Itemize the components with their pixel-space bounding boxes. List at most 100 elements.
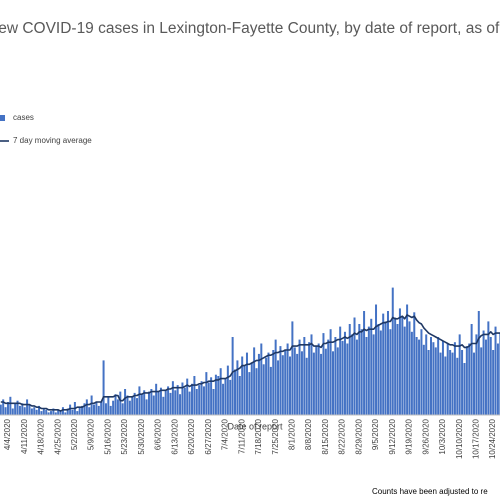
bar bbox=[85, 399, 88, 415]
bar bbox=[6, 402, 9, 415]
bar bbox=[298, 339, 301, 415]
bar bbox=[95, 402, 98, 415]
bar bbox=[241, 356, 244, 415]
bar bbox=[195, 389, 198, 415]
bar bbox=[463, 363, 466, 415]
bar bbox=[386, 311, 389, 415]
bar bbox=[365, 337, 368, 415]
bar bbox=[207, 382, 210, 415]
bar bbox=[379, 330, 382, 415]
bar bbox=[425, 334, 428, 415]
bar bbox=[418, 339, 421, 415]
bar bbox=[367, 326, 370, 415]
bar bbox=[57, 409, 60, 415]
x-tick-label: 6/6/2020 bbox=[154, 418, 163, 450]
bar bbox=[377, 324, 380, 415]
bar bbox=[2, 399, 5, 415]
bar bbox=[375, 304, 378, 415]
bar bbox=[224, 378, 227, 415]
bar bbox=[69, 404, 72, 415]
bar bbox=[214, 374, 217, 415]
x-tick-label: 9/12/2020 bbox=[388, 418, 397, 454]
bar bbox=[33, 407, 36, 415]
bar bbox=[470, 324, 473, 415]
bar bbox=[186, 378, 189, 415]
bar bbox=[131, 396, 134, 415]
x-tick-label: 9/26/2020 bbox=[421, 418, 430, 454]
bar bbox=[473, 352, 476, 415]
bar bbox=[492, 350, 495, 415]
bar bbox=[265, 357, 268, 415]
bar bbox=[496, 343, 499, 415]
bar bbox=[107, 396, 110, 415]
bar bbox=[4, 407, 7, 415]
bar bbox=[296, 353, 299, 415]
bar bbox=[332, 351, 335, 415]
bar bbox=[308, 342, 311, 415]
bar bbox=[329, 329, 332, 415]
bar bbox=[54, 412, 57, 415]
x-tick-label: 10/24/2020 bbox=[488, 418, 497, 459]
bar bbox=[191, 383, 193, 415]
x-tick-label: 8/1/2020 bbox=[287, 418, 296, 450]
bar bbox=[109, 405, 112, 415]
legend-label: cases bbox=[13, 113, 34, 122]
x-axis-title: Date of report bbox=[227, 421, 283, 431]
bar bbox=[475, 334, 478, 415]
bar bbox=[494, 326, 497, 415]
bar bbox=[126, 395, 129, 415]
bar bbox=[415, 337, 418, 415]
x-tick-label: 5/16/2020 bbox=[103, 418, 112, 454]
bar bbox=[124, 389, 127, 415]
bar bbox=[35, 409, 38, 415]
bar bbox=[336, 347, 339, 415]
bar bbox=[119, 391, 122, 415]
bar bbox=[441, 340, 444, 415]
bar bbox=[277, 360, 280, 415]
bar bbox=[21, 403, 24, 415]
bar bbox=[243, 365, 246, 415]
bar bbox=[45, 409, 48, 415]
bar bbox=[453, 342, 456, 415]
bar bbox=[64, 412, 67, 415]
bar bbox=[398, 308, 401, 415]
bar bbox=[176, 385, 179, 415]
bar bbox=[212, 389, 215, 415]
bar bbox=[210, 377, 213, 415]
bar bbox=[401, 316, 404, 415]
bar bbox=[389, 329, 392, 415]
bar bbox=[205, 372, 208, 415]
bar bbox=[18, 405, 21, 415]
bar bbox=[305, 357, 308, 415]
bar bbox=[143, 390, 146, 415]
x-tick-label: 5/30/2020 bbox=[137, 418, 146, 454]
x-tick-label: 10/17/2020 bbox=[472, 418, 481, 459]
bar bbox=[198, 385, 201, 415]
bar bbox=[320, 353, 323, 415]
bar bbox=[284, 350, 287, 415]
legend-label: 7 day moving average bbox=[13, 136, 92, 145]
bar bbox=[171, 381, 174, 415]
bar bbox=[150, 389, 153, 415]
bar bbox=[482, 330, 485, 415]
x-tick-label: 4/18/2020 bbox=[37, 418, 46, 454]
bar bbox=[434, 347, 437, 415]
bar bbox=[315, 346, 318, 415]
bar bbox=[484, 339, 487, 415]
bar bbox=[420, 329, 423, 415]
bar bbox=[312, 352, 315, 415]
bar bbox=[9, 396, 12, 415]
bar bbox=[449, 350, 452, 415]
bar bbox=[303, 337, 306, 415]
bar bbox=[128, 400, 131, 415]
bar bbox=[76, 411, 79, 415]
bar bbox=[104, 403, 107, 415]
bar bbox=[260, 343, 263, 415]
bar bbox=[286, 343, 289, 415]
bar bbox=[406, 304, 409, 415]
bar bbox=[327, 339, 330, 415]
bar bbox=[102, 360, 105, 415]
bar bbox=[81, 405, 84, 415]
bar bbox=[339, 326, 342, 415]
